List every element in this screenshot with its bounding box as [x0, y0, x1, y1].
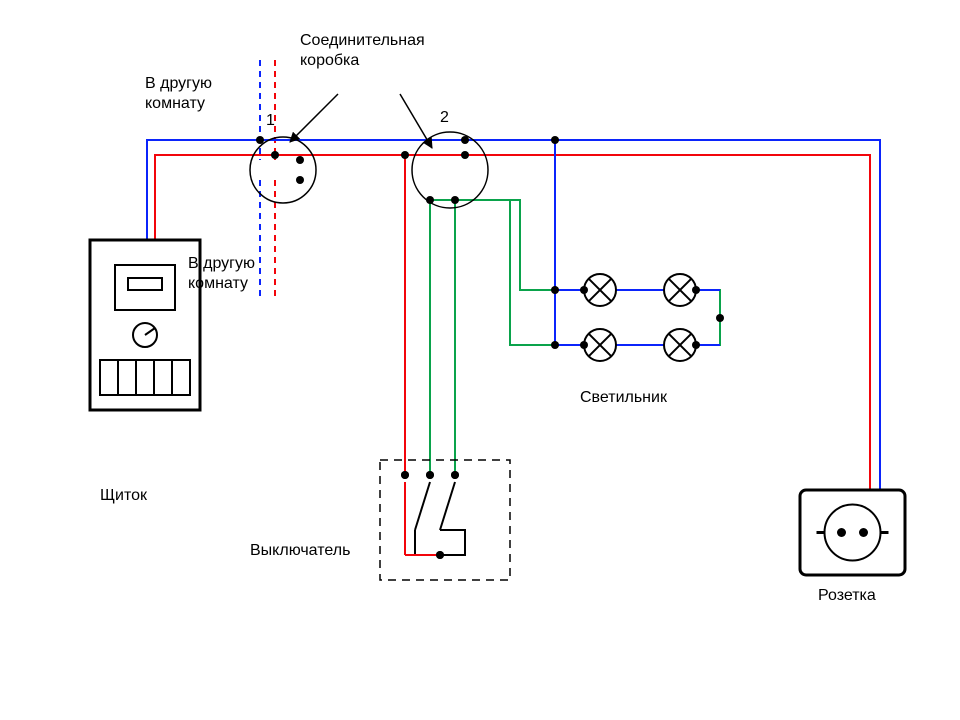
svg-text:коробка: коробка [300, 52, 359, 69]
junction-boxes [250, 132, 488, 208]
wiring-diagram: Соединительная коробка В другую комнату В др… [0, 0, 960, 720]
wall-outlet [800, 490, 905, 575]
svg-text:комнату: комнату [145, 95, 205, 112]
svg-text:комнату: комнату [188, 275, 248, 292]
svg-text:В другую: В другую [188, 255, 255, 272]
svg-text:Выключатель: Выключатель [250, 542, 350, 559]
electrical-panel [90, 240, 200, 410]
svg-text:Розетка: Розетка [818, 587, 876, 604]
svg-text:Соединительная: Соединительная [300, 32, 425, 49]
ceiling-lamps [584, 274, 696, 361]
svg-text:Щиток: Щиток [100, 487, 148, 504]
svg-text:2: 2 [440, 109, 449, 126]
wires-group [147, 60, 880, 490]
svg-text:В другую: В другую [145, 75, 212, 92]
wall-switch [380, 460, 510, 580]
labels-group: Соединительная коробка В другую комнату В др… [100, 32, 876, 604]
svg-text:Светильник: Светильник [580, 389, 668, 406]
svg-text:1: 1 [266, 112, 275, 129]
